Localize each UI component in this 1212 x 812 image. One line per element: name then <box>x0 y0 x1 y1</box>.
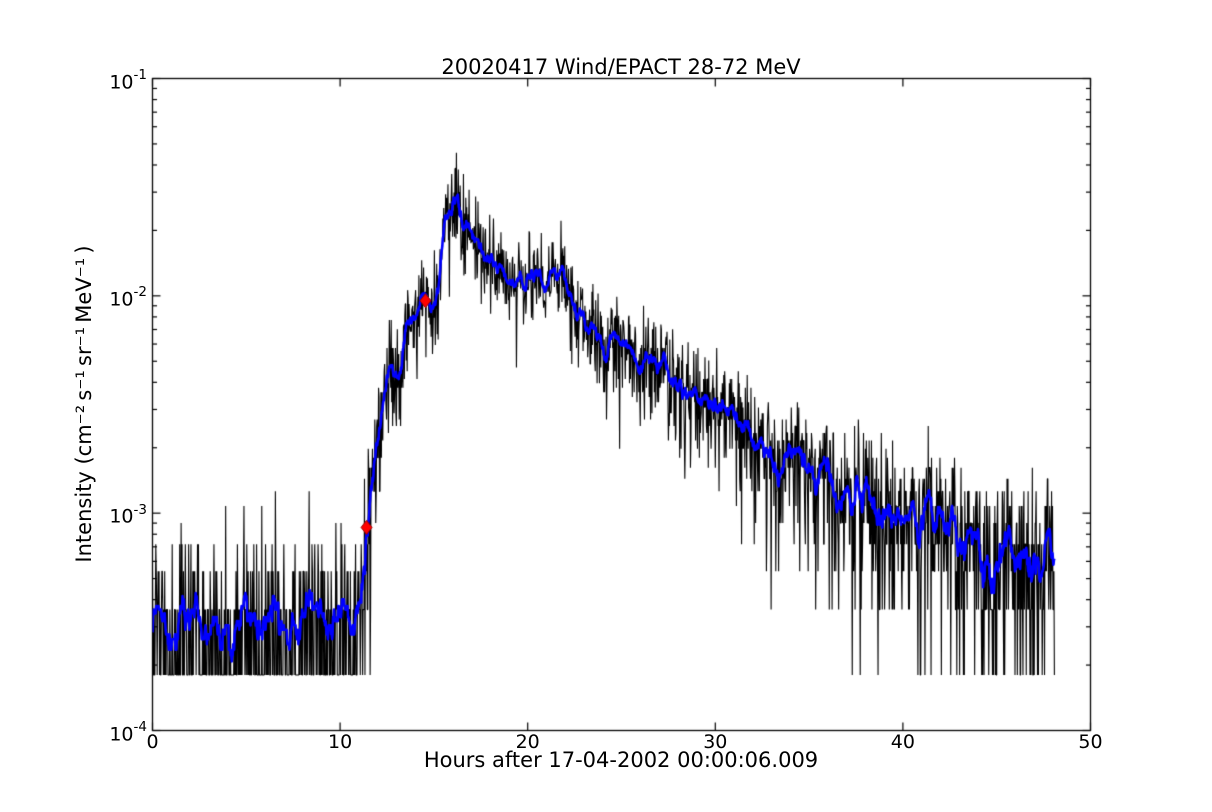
y-tick-label: 10-3 <box>109 501 147 528</box>
x-axis-label: Hours after 17-04-2002 00:00:06.009 <box>423 748 819 772</box>
x-tick-label: 40 <box>890 731 915 753</box>
chart-title: 20020417 Wind/EPACT 28-72 MeV <box>441 55 801 79</box>
x-tick-label: 10 <box>328 731 353 753</box>
y-tick-label: 10-4 <box>109 719 147 745</box>
y-tick-label: 10-1 <box>109 67 147 93</box>
x-tick-label: 30 <box>703 731 728 753</box>
x-tick-label: 20 <box>515 731 540 753</box>
y-tick-label: 10-2 <box>109 284 147 311</box>
x-tick-label: 0 <box>146 731 159 753</box>
x-tick-label: 50 <box>1078 731 1103 753</box>
